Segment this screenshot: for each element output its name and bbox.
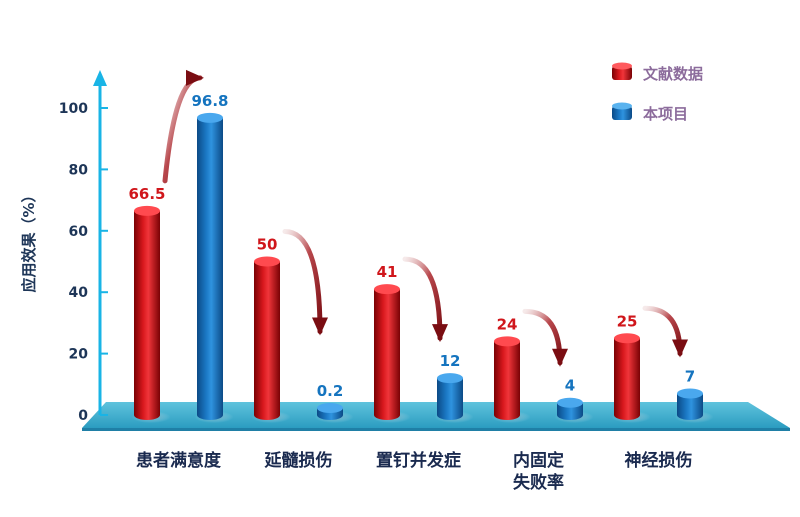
bar-literature-4 — [614, 338, 640, 420]
comparison-arrow-1 — [282, 229, 323, 334]
bar-cap-literature-0 — [134, 205, 160, 216]
chart-floor-edge — [82, 428, 790, 431]
value-label-project-1: 0.2 — [317, 382, 344, 400]
bar-cap-project-0 — [197, 112, 223, 123]
bar-literature-3 — [494, 341, 520, 420]
comparison-arrow-4 — [642, 305, 683, 357]
value-label-literature-4: 25 — [617, 312, 638, 330]
x-tick-label-3: 内固定 — [513, 450, 564, 471]
value-label-project-3: 4 — [565, 377, 575, 395]
bar-cap-project-1 — [317, 403, 343, 413]
bar-project-4 — [677, 393, 703, 420]
bar-cap-project-3 — [557, 397, 583, 408]
legend-item-literature: 文献数据 — [612, 62, 703, 83]
legend-swatch-project — [612, 106, 632, 120]
x-tick-label-0: 患者满意度 — [136, 450, 222, 471]
legend: 文献数据 本项目 — [612, 62, 703, 123]
x-tick-label-2: 置钉并发症 — [376, 450, 461, 471]
comparison-arrowhead-2 — [432, 324, 448, 343]
bar-cap-literature-3 — [494, 336, 520, 347]
comparison-arrow-2 — [402, 256, 443, 341]
legend-swatch-literature — [612, 66, 632, 80]
value-label-project-4: 7 — [685, 368, 695, 386]
bar-project-0 — [197, 117, 223, 420]
value-label-literature-2: 41 — [377, 263, 398, 281]
value-label-literature-3: 24 — [497, 315, 518, 333]
y-tick-label: 40 — [69, 285, 89, 301]
bar-cap-literature-2 — [374, 284, 400, 295]
y-tick-label: 80 — [69, 162, 89, 178]
y-axis-arrow — [93, 70, 107, 86]
y-axis-title: 应用效果（%） — [20, 187, 38, 292]
comparison-arrowhead-3 — [552, 348, 568, 367]
bar-literature-2 — [374, 289, 400, 420]
bar-literature-0 — [134, 210, 160, 420]
comparison-arrowhead-1 — [312, 317, 328, 336]
y-tick-label: 20 — [69, 347, 89, 363]
bar-cap-project-2 — [437, 373, 463, 384]
comparison-arrowhead-0 — [186, 69, 204, 86]
value-label-literature-1: 50 — [257, 236, 278, 254]
legend-label-project: 本项目 — [643, 105, 688, 123]
comparison-arrow-3 — [522, 308, 563, 366]
value-label-literature-0: 66.5 — [128, 185, 165, 203]
bar-literature-1 — [254, 261, 280, 420]
legend-item-project: 本项目 — [612, 102, 688, 123]
legend-label-literature: 文献数据 — [643, 65, 703, 83]
x-tick-label-3: 失败率 — [513, 472, 564, 493]
y-tick-label: 0 — [78, 408, 88, 424]
comparison-arrowhead-4 — [672, 339, 688, 358]
value-label-project-0: 96.8 — [191, 92, 228, 110]
bar-project-2 — [437, 378, 463, 420]
x-tick-label-4: 神经损伤 — [625, 450, 693, 471]
y-tick-label: 60 — [69, 224, 89, 240]
y-tick-label: 100 — [59, 101, 88, 117]
bar-cap-literature-4 — [614, 333, 640, 344]
value-label-project-2: 12 — [440, 352, 461, 370]
bar-cap-project-4 — [677, 388, 703, 399]
bar-cap-literature-1 — [254, 256, 280, 267]
x-tick-label-1: 延髓损伤 — [264, 450, 333, 471]
